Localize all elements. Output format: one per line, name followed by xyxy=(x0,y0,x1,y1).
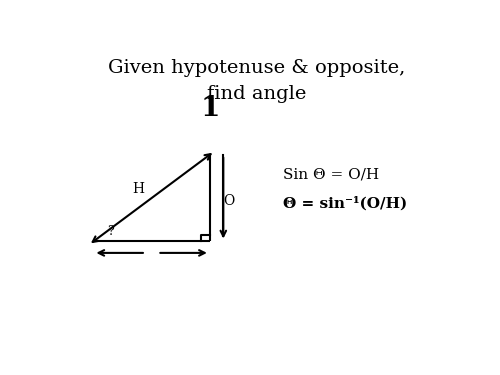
Text: H: H xyxy=(132,182,144,196)
Text: Given hypotenuse & opposite,: Given hypotenuse & opposite, xyxy=(108,59,405,77)
Text: ?: ? xyxy=(108,225,114,238)
Text: O: O xyxy=(224,194,234,208)
Text: Θ = sin⁻¹(O/H): Θ = sin⁻¹(O/H) xyxy=(284,196,408,211)
Text: find angle: find angle xyxy=(206,85,306,103)
Text: Sin Θ = O/H: Sin Θ = O/H xyxy=(284,168,380,182)
Text: 1: 1 xyxy=(200,95,220,122)
